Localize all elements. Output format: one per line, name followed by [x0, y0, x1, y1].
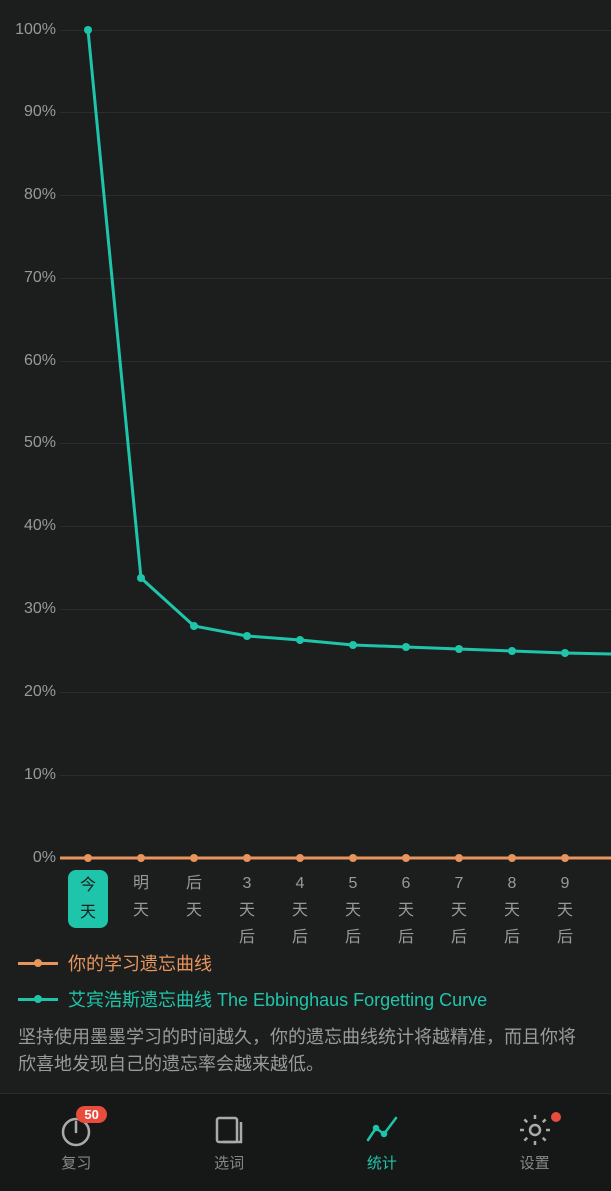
series-marker-your-curve	[508, 854, 516, 862]
x-axis-label: 3天后	[227, 870, 267, 952]
series-marker-your-curve	[402, 854, 410, 862]
series-marker-your-curve	[243, 854, 251, 862]
series-marker-your-curve	[296, 854, 304, 862]
x-axis-label: 今天	[68, 870, 108, 928]
legend-label: 你的学习遗忘曲线	[68, 950, 212, 976]
nav-label: 选词	[214, 1152, 244, 1173]
nav-stats[interactable]: 统计	[342, 1112, 422, 1173]
x-axis-label: 4天后	[280, 870, 320, 952]
nav-label: 统计	[367, 1152, 397, 1173]
series-marker-ebbinghaus	[402, 643, 410, 651]
series-marker-your-curve	[190, 854, 198, 862]
x-axis-label: 后天	[174, 870, 214, 924]
legend-swatch	[18, 962, 58, 965]
series-marker-ebbinghaus	[137, 574, 145, 582]
series-marker-ebbinghaus	[84, 26, 92, 34]
x-axis-label: 5天后	[333, 870, 373, 952]
nav-label: 设置	[520, 1152, 550, 1173]
series-line-ebbinghaus	[88, 30, 611, 654]
chart-svg	[0, 0, 611, 870]
series-marker-your-curve	[455, 854, 463, 862]
x-axis-label: 明天	[121, 870, 161, 924]
chart-area: 100%90%80%70%60%50%40%30%20%10%0% 今天明天后天…	[0, 0, 611, 950]
x-axis-label: 6天后	[386, 870, 426, 952]
description-text: 坚持使用墨墨学习的时间越久，你的遗忘曲线统计将越精准，而且你将欣喜地发现自己的遗…	[18, 1024, 593, 1078]
series-marker-ebbinghaus	[349, 641, 357, 649]
series-marker-ebbinghaus	[190, 622, 198, 630]
x-axis-label: 9天后	[545, 870, 585, 952]
series-marker-ebbinghaus	[296, 636, 304, 644]
badge-count: 50	[76, 1106, 106, 1123]
series-marker-your-curve	[349, 854, 357, 862]
series-marker-your-curve	[137, 854, 145, 862]
series-marker-your-curve	[84, 854, 92, 862]
chart-icon	[364, 1112, 400, 1148]
legend-item-your-curve: 你的学习遗忘曲线	[18, 950, 593, 976]
legend-swatch	[18, 998, 58, 1001]
cards-icon	[211, 1112, 247, 1148]
bottom-nav: 50 复习 选词 统计 设置	[0, 1093, 611, 1191]
series-marker-ebbinghaus	[455, 645, 463, 653]
x-axis-label: 7天后	[439, 870, 479, 952]
nav-settings[interactable]: 设置	[495, 1112, 575, 1173]
x-axis-label: 8天后	[492, 870, 532, 952]
gear-icon	[517, 1112, 553, 1148]
legend: 你的学习遗忘曲线 艾宾浩斯遗忘曲线 The Ebbinghaus Forgett…	[18, 950, 593, 1022]
series-marker-ebbinghaus	[561, 649, 569, 657]
nav-words[interactable]: 选词	[189, 1112, 269, 1173]
nav-label: 复习	[61, 1152, 91, 1173]
series-marker-ebbinghaus	[508, 647, 516, 655]
notification-dot	[551, 1112, 561, 1122]
legend-item-ebbinghaus: 艾宾浩斯遗忘曲线 The Ebbinghaus Forgetting Curve	[18, 986, 593, 1012]
nav-review[interactable]: 50 复习	[36, 1112, 116, 1173]
series-marker-ebbinghaus	[243, 632, 251, 640]
legend-label: 艾宾浩斯遗忘曲线 The Ebbinghaus Forgetting Curve	[68, 986, 487, 1012]
series-marker-your-curve	[561, 854, 569, 862]
